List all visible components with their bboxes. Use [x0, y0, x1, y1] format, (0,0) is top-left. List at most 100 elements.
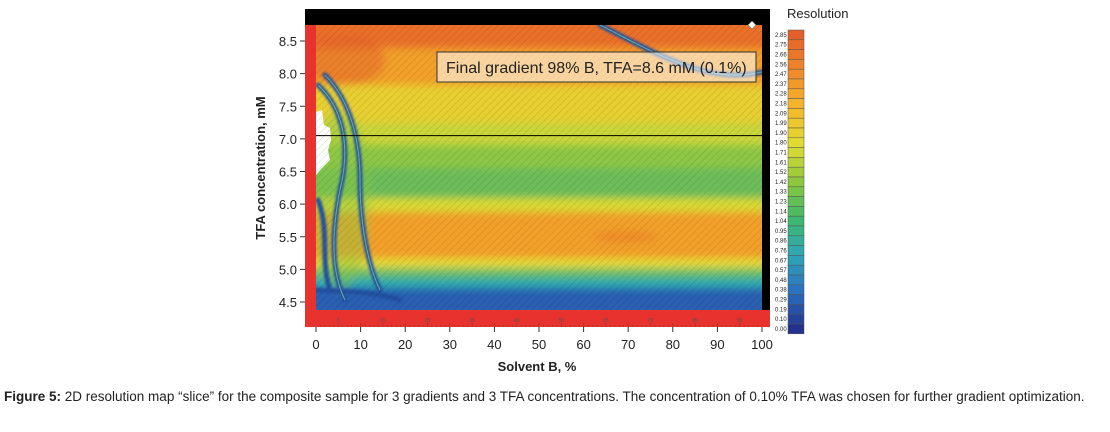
- colorbar-tick-label: 0.76: [775, 249, 787, 255]
- colorbar-tick-label: 1.71: [775, 151, 787, 157]
- red-bar-bottom: [305, 310, 770, 327]
- colorbar-tick-label: 1.14: [775, 209, 787, 215]
- colorbar-tick-label: 2.18: [775, 102, 787, 108]
- figure-caption: Figure 5: 2D resolution map “slice” for …: [4, 388, 1104, 405]
- colorbar-swatch: [787, 294, 805, 305]
- colorbar-swatch: [787, 196, 805, 207]
- colorbar-swatch: [787, 323, 805, 335]
- colorbar-swatch: [787, 117, 805, 129]
- red-bar-left: [305, 25, 316, 327]
- x-tick-label: 30: [443, 337, 457, 352]
- colorbar-tick-label: 0.38: [775, 288, 787, 294]
- colorbar-tick-label: 2.37: [775, 82, 787, 88]
- colorbar-swatch: [787, 255, 805, 266]
- x-tick-label: 0: [312, 337, 319, 352]
- corner-marker: [747, 20, 757, 30]
- x-secondary-tick-label: 15: [380, 318, 386, 324]
- x-tick-label: 80: [666, 337, 680, 352]
- x-axis-title: Solvent B, %: [498, 359, 577, 374]
- x-secondary-tick-label: 45: [514, 318, 520, 324]
- colorbar-swatch: [787, 147, 805, 158]
- colorbar-tick-label: 2.75: [775, 43, 787, 49]
- colorbar-swatch: [787, 166, 805, 178]
- colorbar-tick-label: 2.66: [775, 53, 787, 59]
- colorbar-tick-label: 0.57: [775, 268, 787, 274]
- heatmap-area: [312, 25, 762, 310]
- colorbar-swatch: [787, 215, 805, 227]
- colorbar-swatch: [787, 68, 805, 80]
- colorbar-tick-label: 0.95: [775, 229, 787, 235]
- colorbar-tick-label: 1.90: [775, 131, 787, 137]
- y-tick-label: 6.0: [279, 197, 297, 212]
- x-secondary-tick-label: 65: [603, 318, 609, 324]
- x-tick-label: 10: [353, 337, 367, 352]
- y-axis-ticks: 4.5 5.0 5.5 6.0 6.5 7.0 7.5 8.0 8.5: [279, 34, 305, 310]
- x-tick-label: 60: [576, 337, 590, 352]
- colorbar-swatch: [787, 78, 805, 90]
- x-tick-label: 100: [751, 337, 773, 352]
- y-tick-label: 6.5: [279, 165, 297, 180]
- colorbar-tick-label: 1.52: [775, 170, 787, 176]
- colorbar-tick-label: 0.86: [775, 239, 787, 245]
- colorbar-tick-label: 1.33: [775, 190, 787, 196]
- colorbar-swatch: [787, 304, 805, 315]
- annotation-box: Final gradient 98% B, TFA=8.6 mM (0.1%): [436, 51, 757, 83]
- colorbar-swatch: [787, 245, 805, 256]
- colorbar: 2.85 2.75 2.66 2.56 2.47 2.37 2.28 2.18 2.09 1.99…: [775, 29, 805, 335]
- x-tick-label: 20: [398, 337, 412, 352]
- colorbar-title: Resolution: [787, 6, 848, 21]
- x-axis-secondary-ticks: 5 15 25 35 45 55 65 75 85 95: [320, 318, 758, 327]
- x-secondary-tick-label: 35: [469, 318, 475, 324]
- colorbar-tick-label: 2.85: [775, 33, 787, 39]
- y-tick-label: 7.0: [279, 132, 297, 147]
- x-axis-ticks: 0 10 20 30 40 50 60 70 80 90 100: [312, 327, 773, 352]
- colorbar-tick-label: 1.23: [775, 200, 787, 206]
- colorbar-swatch: [787, 206, 805, 217]
- colorbar-tick-label: 2.09: [775, 111, 787, 117]
- colorbar-tick-label: 1.61: [775, 160, 787, 166]
- x-secondary-tick-label: 85: [692, 318, 698, 324]
- x-secondary-tick-label: 25: [425, 318, 431, 324]
- colorbar-swatch: [787, 186, 805, 197]
- x-secondary-tick-label: 75: [648, 318, 654, 324]
- colorbar-tick-label: 0.10: [775, 317, 787, 323]
- y-axis-title: TFA concentration, mM: [253, 96, 268, 239]
- x-secondary-tick-label: 95: [737, 318, 743, 324]
- caption-text: 2D resolution map “slice” for the compos…: [61, 389, 1085, 404]
- colorbar-swatch: [787, 49, 805, 60]
- colorbar-swatch: [787, 313, 805, 325]
- colorbar-swatch: [787, 176, 805, 188]
- x-tick-label: 70: [621, 337, 635, 352]
- colorbar-tick-label: 2.28: [775, 92, 787, 98]
- x-tick-label: 90: [710, 337, 724, 352]
- x-secondary-tick-label: 55: [559, 318, 565, 324]
- colorbar-tick-label: 0.48: [775, 278, 787, 284]
- colorbar-swatch: [787, 29, 805, 41]
- plot-frame-right: [762, 9, 770, 327]
- caption-label: Figure 5:: [4, 389, 62, 404]
- colorbar-swatch: [787, 284, 805, 295]
- colorbar-tick-label: 0.00: [775, 327, 787, 333]
- colorbar-swatch: [787, 59, 805, 70]
- colorbar-tick-label: 2.47: [775, 72, 787, 78]
- colorbar-tick-label: 1.42: [775, 180, 787, 186]
- x-tick-label: 40: [487, 337, 501, 352]
- colorbar-swatch: [787, 108, 805, 119]
- colorbar-tick-label: 0.29: [775, 298, 787, 304]
- colorbar-swatch: [787, 264, 805, 276]
- colorbar-swatch: [787, 274, 805, 286]
- y-tick-label: 8.5: [279, 34, 297, 49]
- plot-frame-top: [305, 9, 770, 25]
- y-tick-label: 5.0: [279, 262, 297, 277]
- x-tick-label: 50: [532, 337, 546, 352]
- colorbar-swatch: [787, 225, 805, 237]
- colorbar-tick-label: 2.56: [775, 62, 787, 68]
- colorbar-tick-label: 1.80: [775, 141, 787, 147]
- colorbar-tick-label: 1.99: [775, 121, 787, 127]
- annotation-text: Final gradient 98% B, TFA=8.6 mM (0.1%): [446, 60, 747, 77]
- x-secondary-tick-label: 5: [337, 318, 340, 324]
- colorbar-swatch: [787, 88, 805, 99]
- colorbar-swatch: [787, 98, 805, 109]
- colorbar-swatch: [787, 235, 805, 246]
- y-tick-label: 7.5: [279, 99, 297, 114]
